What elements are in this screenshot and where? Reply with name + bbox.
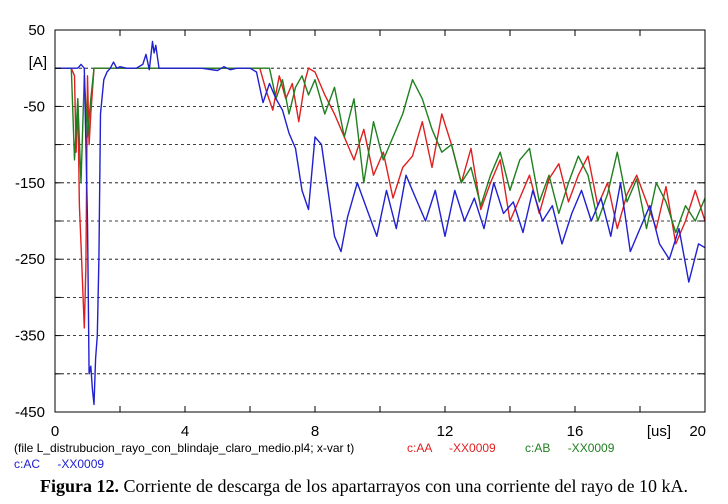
series-line-2 <box>55 67 706 234</box>
y-tick-label: -350 <box>15 328 45 345</box>
legend-entry-aa: c:AA -XX0009 <box>407 441 496 455</box>
series-line-3 <box>55 40 706 406</box>
x-unit-label: [us] <box>647 423 671 440</box>
x-tick-label: 8 <box>311 423 319 440</box>
x-tick-label: 0 <box>51 423 59 440</box>
legend-id: -XX0009 <box>449 441 496 455</box>
y-tick-label: -50 <box>23 98 45 115</box>
legend-id: -XX0009 <box>567 441 615 455</box>
y-unit-label: [A] <box>29 54 47 71</box>
legend-label: c:AC <box>14 457 41 471</box>
series-layer <box>55 40 706 406</box>
legend-entry-ac: c:AC -XX0009 <box>14 457 104 471</box>
x-tick-label: 16 <box>567 423 584 440</box>
caption-label: Figura 12. <box>40 476 120 496</box>
y-tick-label: -250 <box>15 251 45 268</box>
y-tick-label: -150 <box>15 175 45 192</box>
y-tick-label: -450 <box>15 404 45 421</box>
series-line-1 <box>55 67 706 329</box>
legend-file-line: (file L_distrubucion_rayo_con_blindaje_c… <box>14 441 355 455</box>
caption-text: Corriente de descarga de los apartarrayo… <box>123 476 688 496</box>
legend-label: c:AA <box>407 441 432 455</box>
plot-area: 0 4 8 12 16 20 50 -50 -150 -250 -350 -450 [A] [us] <box>15 22 706 440</box>
x-tick-label: 20 <box>689 423 706 440</box>
x-tick-label: 4 <box>181 423 189 440</box>
figure-caption: Figura 12. Corriente de descarga de los … <box>0 476 728 497</box>
legend-id: -XX0009 <box>57 457 105 471</box>
axis-ticks <box>54 29 706 413</box>
tick-labels: 0 4 8 12 16 20 50 -50 -150 -250 -350 -450 <box>15 22 706 440</box>
legend-label: c:AB <box>525 441 551 455</box>
x-tick-label: 12 <box>437 423 454 440</box>
y-tick-label: 50 <box>28 22 45 39</box>
legend-entry-ab: c:AB -XX0009 <box>525 441 614 455</box>
